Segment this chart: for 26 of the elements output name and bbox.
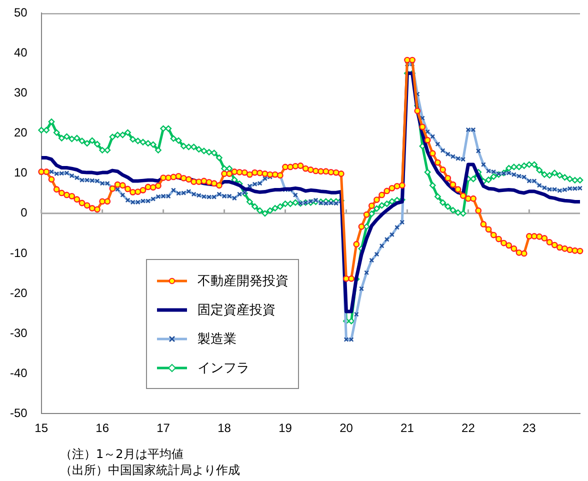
y-tick-label: -40 — [10, 366, 28, 380]
x-tick-label: 20 — [340, 421, 354, 436]
text: （注）1～2月は平均値 — [60, 446, 184, 462]
x-tick-label: 21 — [400, 421, 414, 436]
y-tick-label: 0 — [20, 206, 28, 220]
y-tick-label: 40 — [14, 46, 28, 60]
x-tick-label: 22 — [462, 421, 476, 436]
legend-label: 不動産開発投資 — [197, 272, 288, 290]
x-tick-label: 23 — [522, 421, 536, 436]
x-tick-label: 15 — [34, 421, 48, 436]
x-tick-label: 16 — [96, 421, 110, 436]
y-tick-label: 50 — [14, 6, 28, 20]
y-tick-label: -10 — [10, 246, 28, 260]
y-tick-label: -50 — [10, 406, 28, 420]
legend-label: 製造業 — [197, 330, 236, 348]
x-tick-label: 18 — [218, 421, 232, 436]
y-tick-label: 20 — [14, 126, 28, 140]
x-tick-label: 17 — [156, 421, 170, 436]
y-tick-label: 10 — [14, 166, 28, 180]
y-tick-label: -20 — [10, 286, 28, 300]
x-tick-label: 19 — [278, 421, 292, 436]
y-tick-label: 30 — [14, 86, 28, 100]
legend-label: インフラ — [197, 360, 250, 377]
text: （出所）中国国家統計局より作成 — [60, 462, 240, 478]
y-tick-label: -30 — [10, 326, 28, 340]
legend-label: 固定資産投資 — [197, 302, 276, 319]
